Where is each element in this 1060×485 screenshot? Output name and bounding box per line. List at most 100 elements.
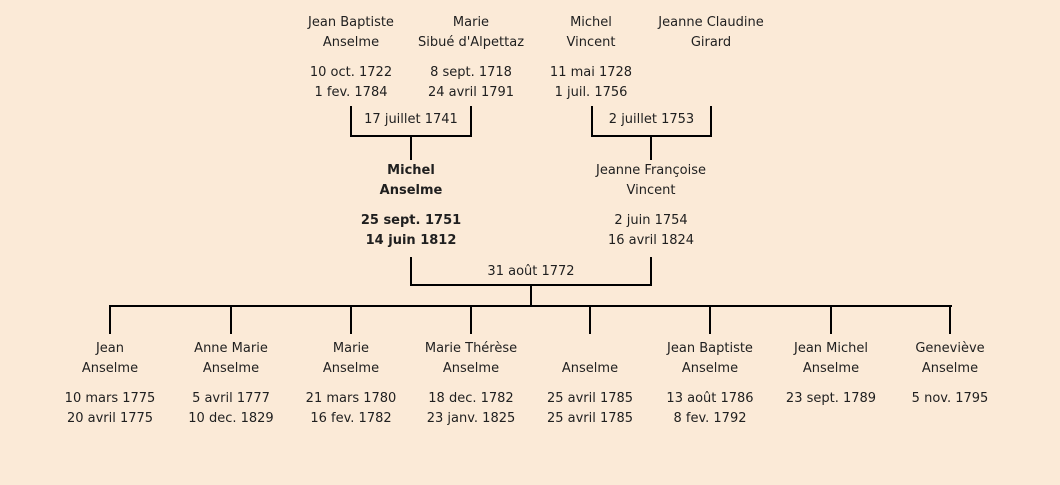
person-name-line2: Anselme	[561, 361, 619, 376]
marriage1-date-label[interactable]: 17 juillet 1741	[364, 112, 458, 127]
person-name-line2: Anselme	[921, 361, 979, 376]
person-marie-anselme[interactable]: Marie Anselme 21 mars 1780 16 fev. 1782	[291, 339, 411, 429]
person-death-date	[636, 83, 786, 103]
person-name-line2: Vincent	[626, 183, 676, 198]
spacer	[650, 379, 770, 389]
person-marie-therese-anselme[interactable]: Marie Thérèse Anselme 18 dec. 1782 23 ja…	[411, 339, 531, 429]
person-jean-baptiste-anselme-child[interactable]: Jean Baptiste Anselme 13 août 1786 8 fev…	[650, 339, 770, 429]
spacer	[171, 379, 291, 389]
connector-child1-drop	[109, 307, 111, 334]
connector-marriage3-right-vertical	[650, 257, 652, 286]
person-name-line1: Jeanne Claudine	[658, 15, 764, 30]
connector-marriage2-child-drop	[650, 137, 652, 160]
person-marie-sibue-dalpettaz[interactable]: Marie Sibué d'Alpettaz 8 sept. 1718 24 a…	[396, 13, 546, 103]
person-death-date: 1 juil. 1756	[554, 85, 628, 100]
spacer	[331, 201, 491, 211]
spacer	[291, 379, 411, 389]
person-name-line2: Anselme	[322, 361, 380, 376]
person-death-date: 25 avril 1785	[546, 411, 634, 426]
person-death-date: 1 fev. 1784	[314, 85, 388, 100]
person-anselme-infant[interactable]: Anselme 25 avril 1785 25 avril 1785	[530, 339, 650, 429]
person-name-line2: Anselme	[81, 361, 139, 376]
connector-marriage2-horizontal	[591, 135, 712, 137]
person-name-line1: Anne Marie	[194, 341, 268, 356]
person-jean-michel-anselme[interactable]: Jean Michel Anselme 23 sept. 1789	[771, 339, 891, 429]
person-birth-date: 10 oct. 1722	[309, 65, 393, 80]
person-birth-date: 2 juin 1754	[614, 213, 688, 228]
person-birth-date: 10 mars 1775	[64, 391, 156, 406]
connector-marriage3-horizontal	[410, 284, 652, 286]
person-name-line2: Anselme	[202, 361, 260, 376]
person-death-date: 16 avril 1824	[607, 233, 695, 248]
person-name-line2: Girard	[690, 35, 732, 50]
person-name-line2: Anselme	[442, 361, 500, 376]
person-name-line1: Marie	[452, 15, 490, 30]
connector-child2-drop	[230, 307, 232, 334]
marriage3-date-label[interactable]: 31 août 1772	[487, 264, 575, 279]
connector-child5-drop	[589, 307, 591, 334]
person-name-line2: Anselme	[681, 361, 739, 376]
person-birth-date: 25 avril 1785	[546, 391, 634, 406]
spacer	[890, 379, 1010, 389]
person-birth-date: 8 sept. 1718	[430, 65, 512, 80]
connector-marriage2-right-vertical	[710, 106, 712, 137]
connector-children-horizontal	[109, 305, 952, 307]
person-name-line1: Marie Thérèse	[424, 341, 518, 356]
person-michel-vincent[interactable]: Michel Vincent 11 mai 1728 1 juil. 1756	[516, 13, 666, 103]
person-name-line2: Anselme	[379, 183, 443, 198]
person-death-date: 8 fev. 1792	[673, 411, 747, 426]
person-name-line1: Michel	[570, 15, 612, 30]
person-name-line1: Jean Michel	[794, 341, 868, 356]
person-birth-date: 5 avril 1777	[192, 391, 270, 406]
connector-marriage3-child-drop	[530, 286, 532, 307]
connector-marriage1-left-vertical	[350, 106, 352, 137]
person-name-line1: Jean Baptiste	[667, 341, 753, 356]
person-name-line1: Jean	[95, 341, 125, 356]
connector-marriage1-horizontal	[350, 135, 472, 137]
connector-marriage2-left-vertical	[591, 106, 593, 137]
person-birth-date: 11 mai 1728	[549, 65, 633, 80]
person-name-line1: Geneviève	[915, 341, 985, 356]
person-name-line1: Jean Baptiste	[308, 15, 394, 30]
connector-child8-drop	[949, 307, 951, 334]
person-birth-date: 25 sept. 1751	[360, 213, 462, 228]
person-birth-date: 21 mars 1780	[305, 391, 397, 406]
person-name-line2: Anselme	[322, 35, 380, 50]
connector-child7-drop	[830, 307, 832, 334]
person-death-date: 23 janv. 1825	[426, 411, 516, 426]
person-michel-anselme[interactable]: Michel Anselme 25 sept. 1751 14 juin 181…	[331, 161, 491, 251]
person-birth-date: 23 sept. 1789	[785, 391, 877, 406]
person-death-date: 20 avril 1775	[66, 411, 154, 426]
person-anne-marie-anselme[interactable]: Anne Marie Anselme 5 avril 1777 10 dec. …	[171, 339, 291, 429]
person-name-line1: Michel	[387, 163, 435, 178]
spacer	[411, 379, 531, 389]
person-birth-date	[636, 63, 786, 83]
person-jeanne-francoise-vincent[interactable]: Jeanne Françoise Vincent 2 juin 1754 16 …	[571, 161, 731, 251]
person-birth-date: 5 nov. 1795	[911, 391, 989, 406]
spacer	[530, 379, 650, 389]
person-name-line1	[530, 339, 650, 359]
person-jean-baptiste-anselme[interactable]: Jean Baptiste Anselme 10 oct. 1722 1 fev…	[276, 13, 426, 103]
spacer	[571, 201, 731, 211]
person-death-date	[771, 409, 891, 429]
connector-marriage3-left-vertical	[410, 257, 412, 286]
person-birth-date: 13 août 1786	[666, 391, 754, 406]
connector-child3-drop	[350, 307, 352, 334]
marriage2-date-label[interactable]: 2 juillet 1753	[608, 112, 695, 127]
person-genevieve-anselme[interactable]: Geneviève Anselme 5 nov. 1795	[890, 339, 1010, 429]
person-death-date: 14 juin 1812	[365, 233, 457, 248]
person-jeanne-claudine-girard[interactable]: Jeanne Claudine Girard	[636, 13, 786, 103]
spacer	[771, 379, 891, 389]
person-name-line2: Vincent	[566, 35, 616, 50]
connector-child6-drop	[709, 307, 711, 334]
person-name-line1: Jeanne Françoise	[596, 163, 706, 178]
spacer	[50, 379, 170, 389]
connector-marriage1-right-vertical	[470, 106, 472, 137]
person-death-date: 24 avril 1791	[427, 85, 515, 100]
person-jean-anselme[interactable]: Jean Anselme 10 mars 1775 20 avril 1775	[50, 339, 170, 429]
person-death-date: 10 dec. 1829	[188, 411, 274, 426]
person-name-line2: Anselme	[802, 361, 860, 376]
person-birth-date: 18 dec. 1782	[428, 391, 514, 406]
connector-child4-drop	[470, 307, 472, 334]
